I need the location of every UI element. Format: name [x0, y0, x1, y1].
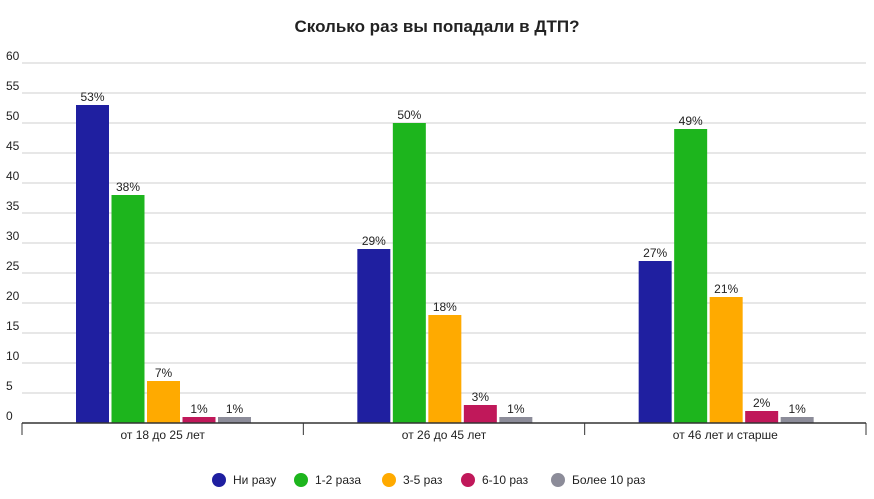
legend-item: Ни разу — [212, 473, 276, 487]
legend-item: 6-10 раз — [461, 473, 529, 487]
legend-label: Ни разу — [233, 473, 276, 487]
legend-item: 1-2 раза — [294, 473, 361, 487]
chart-title: Сколько раз вы попадали в ДТП? — [295, 17, 580, 36]
data-label: 3% — [472, 390, 490, 404]
legend-item: Более 10 раз — [551, 473, 646, 487]
bar — [674, 129, 708, 423]
data-labels: 53% 29% 27% 38% 50% 49% 7% 18% 21% 1% 3% 2% 1% 1% 1% — [80, 90, 806, 416]
y-tick-label: 10 — [6, 349, 20, 363]
x-category-label: от 18 до 25 лет — [120, 428, 205, 442]
bar — [147, 381, 180, 423]
y-tick-label: 5 — [6, 379, 13, 393]
x-axis: от 18 до 25 лет от 26 до 45 лет от 46 лет … — [21, 422, 867, 442]
data-label: 18% — [433, 300, 457, 314]
x-category-label: от 26 до 45 лет — [402, 428, 487, 442]
y-axis-ticks: 0 5 10 15 20 25 30 35 40 45 50 55 60 — [6, 49, 20, 423]
y-tick-label: 0 — [6, 409, 13, 423]
legend-label: Более 10 раз — [572, 473, 646, 487]
x-category-label: от 46 лет и старше — [673, 428, 778, 442]
legend-swatch — [382, 473, 396, 487]
bar — [745, 411, 779, 423]
bar — [709, 297, 743, 423]
data-label: 27% — [643, 246, 667, 260]
legend: Ни разу 1-2 раза 3-5 раз 6-10 раз Более 10 р… — [212, 473, 646, 487]
y-tick-label: 45 — [6, 139, 20, 153]
bar — [357, 249, 391, 423]
legend-label: 6-10 раз — [482, 473, 529, 487]
data-label: 7% — [155, 366, 173, 380]
y-tick-label: 15 — [6, 319, 20, 333]
data-label: 29% — [362, 234, 386, 248]
legend-swatch — [212, 473, 226, 487]
data-label: 2% — [753, 396, 771, 410]
y-tick-label: 25 — [6, 259, 20, 273]
legend-swatch — [294, 473, 308, 487]
data-label: 1% — [190, 402, 208, 416]
bar — [111, 195, 145, 423]
legend-label: 1-2 раза — [315, 473, 361, 487]
bar — [218, 417, 251, 423]
legend-label: 3-5 раз — [403, 473, 443, 487]
gridlines — [22, 62, 866, 394]
bar — [182, 417, 216, 423]
data-label: 53% — [80, 90, 104, 104]
legend-swatch — [461, 473, 475, 487]
data-label: 50% — [397, 108, 421, 122]
data-label: 1% — [788, 402, 806, 416]
y-tick-label: 30 — [6, 229, 20, 243]
legend-item: 3-5 раз — [382, 473, 443, 487]
y-tick-label: 20 — [6, 289, 20, 303]
bar — [428, 315, 462, 423]
data-label: 1% — [226, 402, 244, 416]
data-label: 49% — [679, 114, 703, 128]
y-tick-label: 50 — [6, 109, 20, 123]
bar — [392, 123, 426, 423]
bar — [499, 417, 533, 423]
y-tick-label: 55 — [6, 79, 20, 93]
legend-swatch — [551, 473, 565, 487]
bar — [780, 417, 814, 423]
data-label: 38% — [116, 180, 140, 194]
y-tick-label: 35 — [6, 199, 20, 213]
bar — [463, 405, 497, 423]
data-label: 1% — [507, 402, 525, 416]
bar — [638, 261, 672, 423]
y-tick-label: 60 — [6, 49, 20, 63]
bar — [76, 105, 109, 423]
data-label: 21% — [714, 282, 738, 296]
bars — [76, 105, 814, 423]
y-tick-label: 40 — [6, 169, 20, 183]
